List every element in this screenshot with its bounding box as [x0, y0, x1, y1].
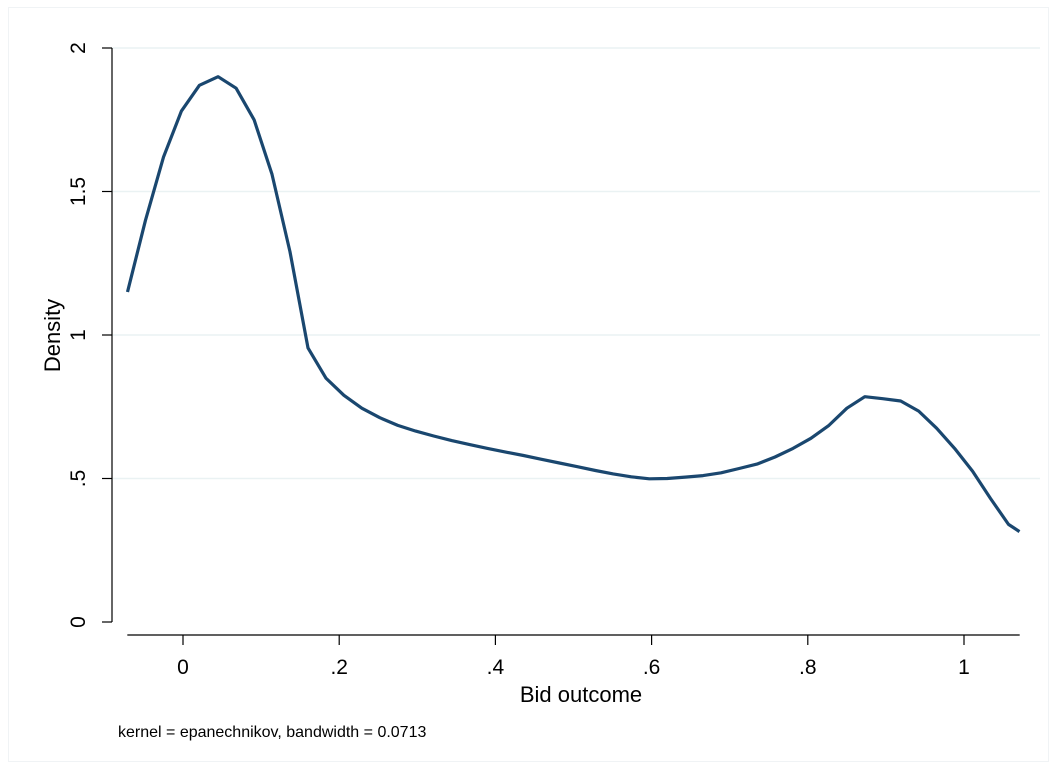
x-tick-label: .8 [799, 656, 817, 679]
x-tick-label: 1 [958, 656, 970, 679]
y-tick-label: 1 [67, 329, 90, 341]
x-tick-label: .6 [643, 656, 661, 679]
x-tick-label: .4 [487, 656, 505, 679]
chart-frame [8, 7, 1049, 762]
y-tick-label: .5 [67, 470, 90, 488]
series-layer [125, 75, 1021, 533]
density-line [125, 75, 1021, 533]
grid-lines [112, 47, 1040, 480]
axes: 0 .5 1 1.5 2 0 .2 .4 .6 .8 1 [67, 42, 1020, 679]
x-tick-label: .2 [330, 656, 348, 679]
x-tick-label: 0 [177, 656, 189, 679]
kernel-note: kernel = epanechnikov, bandwidth = 0.071… [118, 724, 426, 741]
y-tick-label: 2 [67, 42, 90, 54]
x-axis-title: Bid outcome [520, 682, 642, 707]
y-tick-label: 1.5 [67, 177, 90, 206]
y-axis-title: Density [40, 299, 65, 372]
y-tick-label: 0 [67, 616, 90, 628]
